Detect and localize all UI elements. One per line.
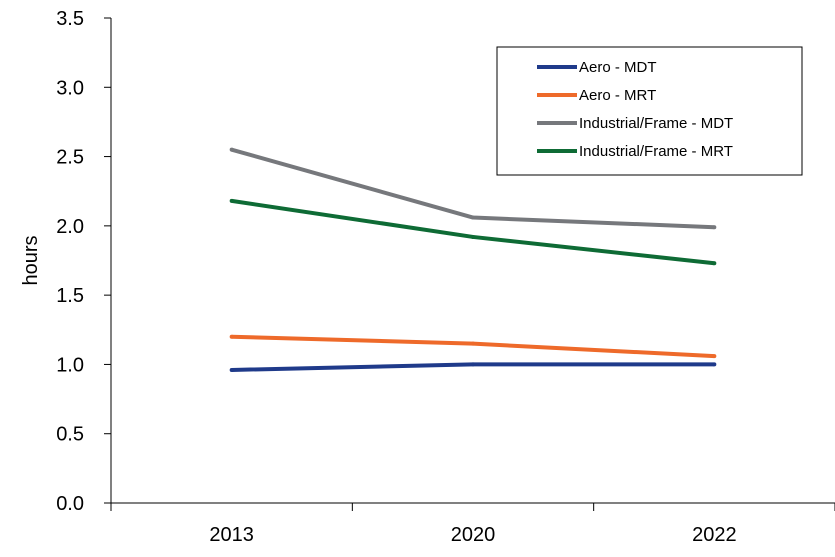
y-tick-label: 3.5 [56, 8, 84, 30]
legend-label: Aero - MDT [579, 59, 657, 76]
data-point [229, 198, 234, 203]
y-tick-label: 2.0 [56, 216, 84, 238]
x-tick-label: 2013 [209, 524, 254, 546]
y-axis-title: hours [20, 235, 42, 285]
y-tick-label: 0.0 [56, 493, 84, 515]
data-point [712, 225, 717, 230]
y-tick-label: 1.0 [56, 354, 84, 376]
series-line-1 [231, 334, 715, 359]
x-tick-label: 2020 [451, 524, 496, 546]
y-tick-label: 1.5 [56, 285, 84, 307]
data-point [471, 362, 475, 367]
y-tick-label: 0.5 [56, 424, 84, 446]
legend-label: Aero - MRT [579, 87, 656, 104]
data-point [229, 367, 234, 372]
data-point [712, 261, 717, 266]
data-point [712, 362, 717, 367]
data-point [471, 234, 475, 239]
data-point [712, 354, 717, 359]
data-point [471, 215, 475, 220]
y-tick-label: 3.0 [56, 77, 84, 99]
series-line-3 [231, 198, 715, 266]
x-tick-label: 2022 [692, 524, 737, 546]
data-point [229, 147, 234, 152]
y-tick-label: 2.5 [56, 147, 84, 169]
legend-label: Industrial/Frame - MDT [579, 115, 733, 132]
data-point [229, 334, 234, 339]
data-point [471, 341, 475, 346]
legend-label: Industrial/Frame - MRT [579, 143, 733, 160]
